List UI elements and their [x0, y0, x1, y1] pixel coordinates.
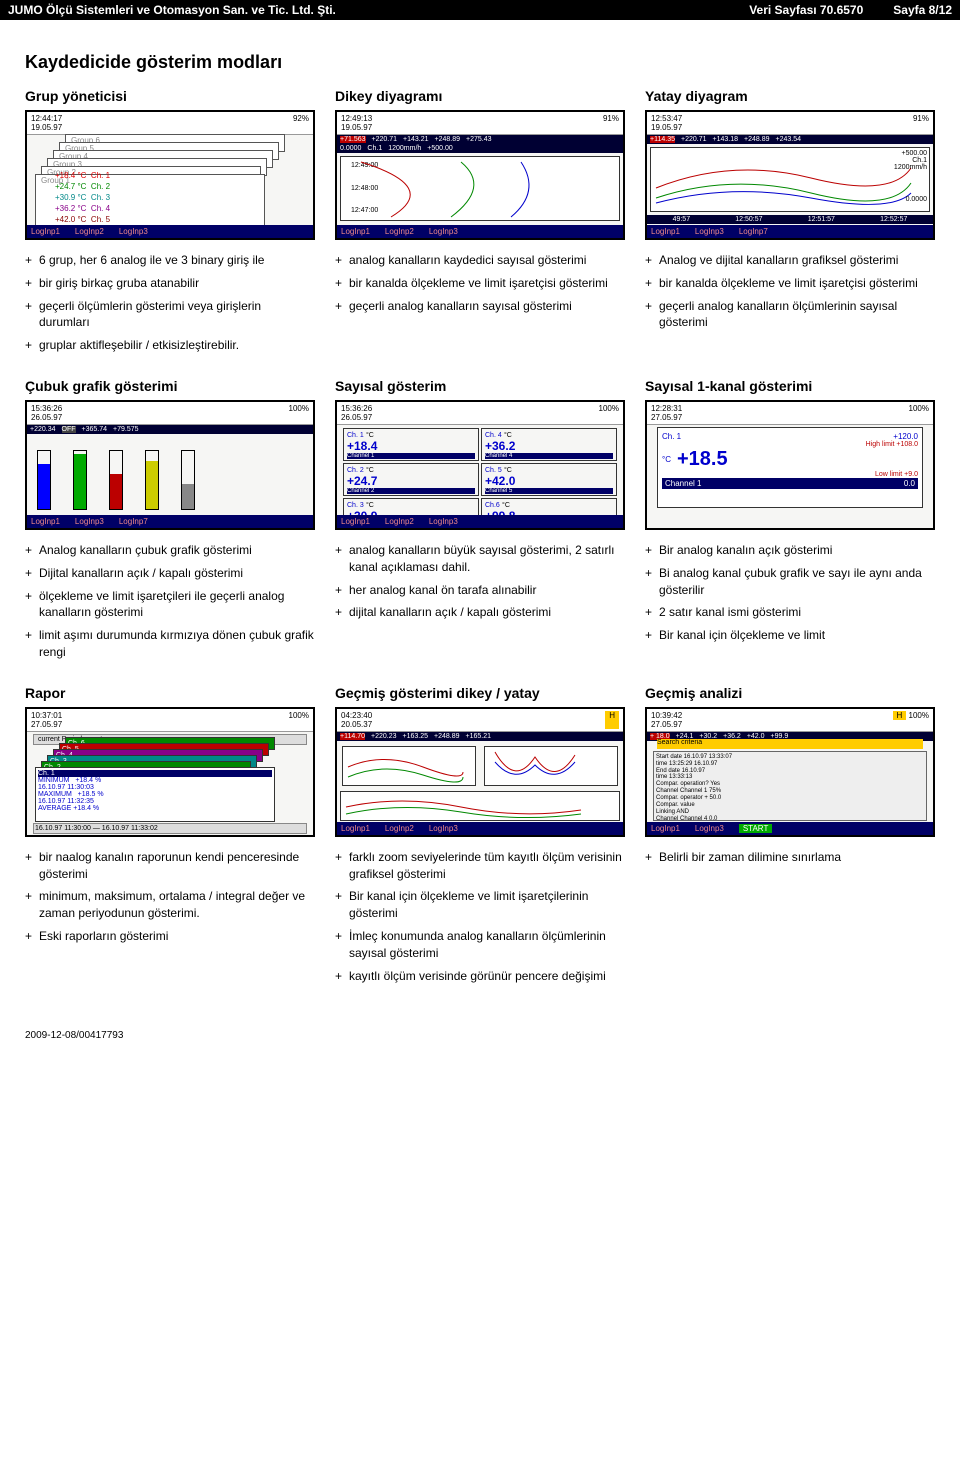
page-no: Sayfa 8/12 [893, 3, 952, 17]
row-1: Grup yöneticisi 12:44:1719.05.9792% Grou… [25, 88, 935, 360]
bars [37, 450, 195, 510]
row1-col2-bullets: analog kanalların kaydedici sayısal göst… [335, 252, 625, 314]
row2-col1-title: Çubuk grafik gösterimi [25, 378, 315, 394]
row3-col2-title: Geçmiş gösterimi dikey / yatay [335, 685, 625, 701]
numeric-shot: 15:36:2626.05.97100% Ch. 1 °C+18.4Channe… [335, 400, 625, 530]
history-shot: 04:23:4020.05.37H +114.70+220.23+163.25+… [335, 707, 625, 837]
main-title: Kaydedicide gösterim modları [25, 52, 935, 73]
page-header: JUMO Ölçü Sistemleri ve Otomasyon San. v… [0, 0, 960, 20]
row2-col2-bullets: analog kanalların büyük sayısal gösterim… [335, 542, 625, 621]
row3-col2-bullets: farklı zoom seviyelerinde tüm kayıtlı öl… [335, 849, 625, 985]
row1-col3-title: Yatay diyagram [645, 88, 935, 104]
row3-col3-title: Geçmiş analizi [645, 685, 935, 701]
row2-col2-title: Sayısal gösterim [335, 378, 625, 394]
datasheet-no: Veri Sayfası 70.6570 [749, 3, 863, 17]
numeric-1ch-shot: 12:28:3127.05.97100% Ch. 1+120.0 High li… [645, 400, 935, 530]
report-shot: 10:37:0127.05.97100% current Period repo… [25, 707, 315, 837]
row2-col1-bullets: Analog kanalların çubuk grafik gösterimi… [25, 542, 315, 661]
row1-col3-bullets: Analog ve dijital kanalların grafiksel g… [645, 252, 935, 331]
row-3: Rapor 10:37:0127.05.97100% current Perio… [25, 685, 935, 991]
row-2: Çubuk grafik gösterimi 15:36:2626.05.971… [25, 378, 935, 667]
row3-col3-bullets: Belirli bir zaman dilimine sınırlama [645, 849, 935, 866]
group-manager-shot: 12:44:1719.05.9792% Group 6 Group 5 Grou… [25, 110, 315, 240]
company-name: JUMO Ölçü Sistemleri ve Otomasyon San. v… [8, 3, 336, 17]
row3-col1-bullets: bir naalog kanalın raporunun kendi pence… [25, 849, 315, 945]
bar-chart-shot: 15:36:2626.05.97100% +220.34OFF+365.74+7… [25, 400, 315, 530]
row1-col1-title: Grup yöneticisi [25, 88, 315, 104]
horizontal-diagram-shot: 12:53:4719.05.9791% +114.35+220.71+143.1… [645, 110, 935, 240]
vertical-diagram-shot: 12:49:1319.05.9791% +71.563+220.71+143.2… [335, 110, 625, 240]
history-analysis-shot: 10:39:4227.05.97H 100% + 18.0+24.1+30.2+… [645, 707, 935, 837]
row3-col1-title: Rapor [25, 685, 315, 701]
row1-col2-title: Dikey diyagramı [335, 88, 625, 104]
row1-col1-bullets: 6 grup, her 6 analog ile ve 3 binary gir… [25, 252, 315, 354]
page-footer: 2009-12-08/00417793 [0, 1020, 960, 1051]
row2-col3-bullets: Bir analog kanalın açık gösterimi Bi ana… [645, 542, 935, 644]
row2-col3-title: Sayısal 1-kanal gösterimi [645, 378, 935, 394]
